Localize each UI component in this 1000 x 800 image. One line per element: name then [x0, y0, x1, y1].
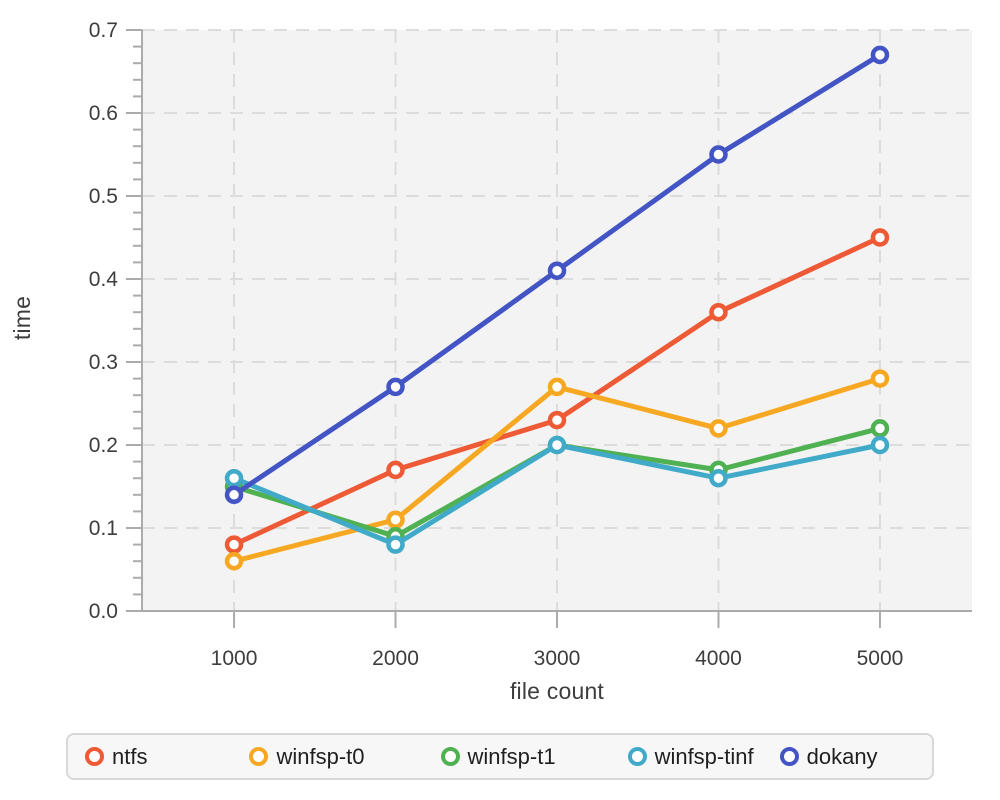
- x-tick-label: 5000: [857, 647, 904, 670]
- data-point-winfsp-tinf: [709, 468, 728, 488]
- data-point-winfsp-t0: [547, 377, 567, 397]
- data-point-ntfs: [224, 535, 244, 554]
- y-tick-label: 0.5: [89, 185, 118, 208]
- legend-item-dokany: dokany: [779, 743, 878, 770]
- data-point-dokany: [870, 45, 890, 65]
- data-point-winfsp-tinf: [386, 535, 405, 554]
- y-axis-label: time: [9, 295, 35, 341]
- y-tick-label: 0.3: [89, 351, 118, 374]
- data-point-winfsp-tinf: [870, 435, 890, 455]
- legend-label: winfsp-t1: [467, 743, 556, 769]
- data-point-dokany: [386, 377, 405, 397]
- data-point-dokany: [547, 261, 567, 280]
- x-tick-label: 2000: [372, 647, 419, 670]
- data-point-dokany: [224, 485, 244, 505]
- legend-item-winfsp-t1: winfsp-t1: [440, 743, 556, 770]
- data-point-winfsp-tinf: [547, 435, 567, 455]
- legend-marker-icon: [440, 747, 460, 766]
- legend-label: dokany: [806, 743, 878, 769]
- legend-marker-icon: [85, 747, 104, 766]
- y-tick-label: 0.7: [89, 19, 118, 42]
- legend: ntfs winfsp-t0 winfsp-t1 winfsp-tinf dokany: [66, 733, 934, 780]
- y-tick-label: 0.4: [89, 268, 119, 291]
- data-point-dokany: [709, 145, 728, 164]
- legend-label: winfsp-t0: [276, 743, 365, 769]
- legend-label: winfsp-tinf: [654, 743, 754, 769]
- legend-marker-icon: [779, 747, 799, 766]
- legend-label: ntfs: [112, 743, 148, 769]
- y-tick-label: 0.1: [89, 517, 118, 540]
- y-tick-label: 0.0: [89, 600, 118, 623]
- data-point-winfsp-t1: [870, 419, 890, 438]
- legend-marker-icon: [627, 747, 647, 766]
- legend-item-ntfs: ntfs: [85, 744, 147, 770]
- x-axis-label: file count: [509, 678, 605, 704]
- data-point-ntfs: [547, 410, 567, 430]
- data-point-winfsp-t0: [709, 419, 728, 438]
- data-point-winfsp-t0: [386, 510, 405, 529]
- line-chart: 0.0 0.1 0.2 0.3 0.4 0.5 0.6 0.7 1000 2000 3000 4000…: [89, 19, 972, 670]
- x-tick-label: 1000: [211, 647, 258, 670]
- legend-item-winfsp-tinf: winfsp-tinf: [627, 743, 754, 770]
- y-tick-label: 0.2: [89, 434, 118, 457]
- y-tick-label: 0.6: [89, 102, 118, 125]
- data-point-winfsp-t0: [870, 369, 890, 388]
- data-point-winfsp-tinf: [224, 468, 244, 488]
- data-point-ntfs: [870, 228, 890, 247]
- legend-marker-icon: [249, 747, 269, 766]
- x-tick-label: 4000: [695, 647, 742, 670]
- legend-item-winfsp-t0: winfsp-t0: [249, 743, 365, 770]
- data-point-winfsp-t0: [224, 551, 244, 571]
- data-point-ntfs: [709, 302, 728, 322]
- x-tick-label: 3000: [534, 647, 581, 670]
- data-point-ntfs: [386, 460, 405, 480]
